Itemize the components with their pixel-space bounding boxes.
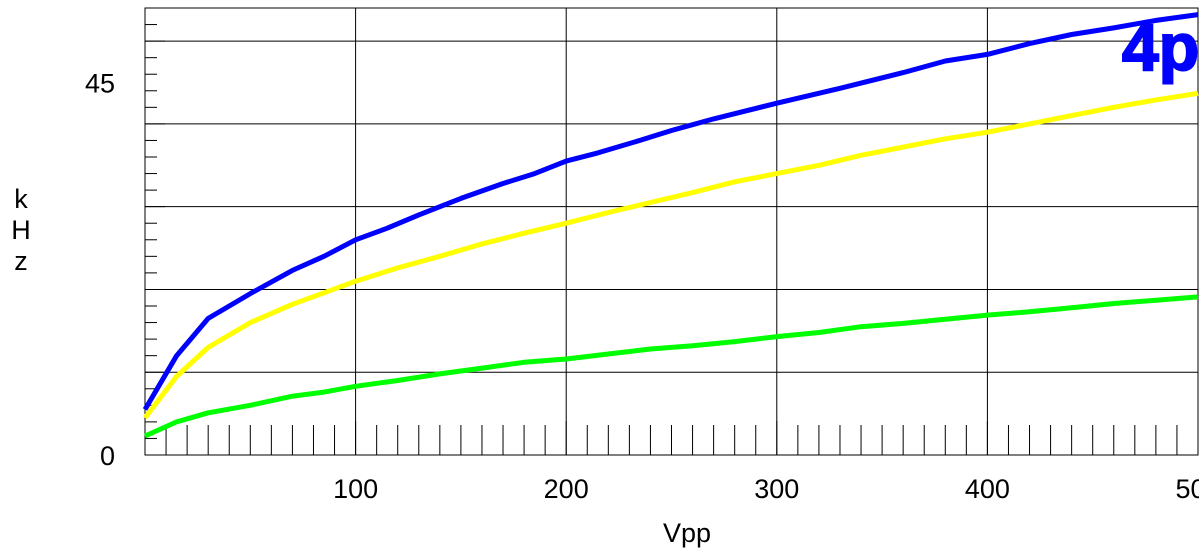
series-line-3 [143, 294, 1199, 439]
series-layer [142, 12, 1199, 439]
tick-labels: 100 200 300 400 500 0 45 [85, 69, 1199, 505]
x-tick-label-100: 100 [333, 474, 378, 504]
plot-frame [144, 7, 1199, 456]
grid-lines [144, 7, 1199, 456]
corner-label: 4p [1122, 10, 1199, 84]
x-axis-title: Vpp [663, 518, 711, 548]
x-tick-label-200: 200 [544, 474, 589, 504]
y-tick-label-45: 45 [85, 69, 115, 99]
x-tick-label-500: 500 [1175, 474, 1199, 504]
series-line-2 [143, 90, 1199, 420]
x-tick-label-300: 300 [754, 474, 799, 504]
x-tick-label-400: 400 [965, 474, 1010, 504]
axis-ticks [144, 7, 1199, 456]
series-line-1 [142, 12, 1199, 411]
y-tick-label-0: 0 [100, 441, 115, 471]
